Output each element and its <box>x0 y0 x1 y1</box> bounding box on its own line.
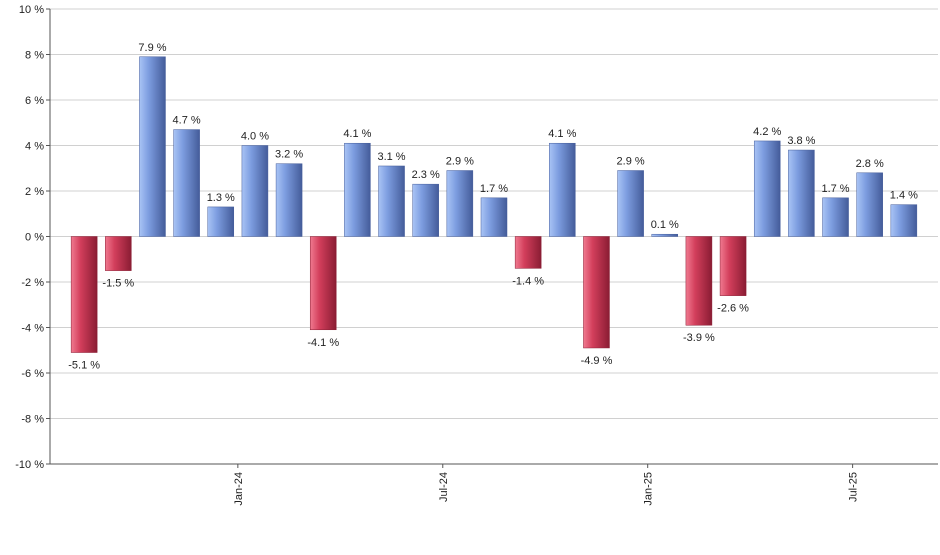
bar <box>719 236 747 296</box>
y-tick-label: 8 % <box>25 50 44 62</box>
bar <box>446 170 474 237</box>
y-tick-label: 0 % <box>25 232 44 244</box>
data-label: -5.1 % <box>68 360 100 372</box>
bar <box>549 142 576 237</box>
bar <box>412 183 439 237</box>
data-label: 2.9 % <box>617 156 645 168</box>
data-label: 4.2 % <box>753 126 781 138</box>
data-label: 1.3 % <box>207 192 235 204</box>
bar <box>309 236 337 331</box>
bar <box>207 206 235 237</box>
bar <box>241 145 269 237</box>
bars <box>70 56 918 353</box>
data-label: 3.2 % <box>275 149 303 161</box>
bar <box>753 140 781 237</box>
data-label: 0.1 % <box>651 219 679 231</box>
data-label: 4.7 % <box>173 115 201 127</box>
data-label: 1.7 % <box>821 183 849 195</box>
x-tick-label: Jan-25 <box>643 472 655 506</box>
y-tick-label: -6 % <box>21 368 44 380</box>
data-label: -4.1 % <box>307 337 339 349</box>
y-tick-label: -2 % <box>21 277 44 289</box>
y-tick-label: 2 % <box>25 186 44 198</box>
y-tick-label: 10 % <box>19 4 44 16</box>
data-label: 4.0 % <box>241 131 269 143</box>
bar <box>617 170 644 237</box>
y-tick-label: 6 % <box>25 95 44 107</box>
x-tick-label: Jul-25 <box>848 472 860 502</box>
bar <box>685 236 713 326</box>
data-label: 4.1 % <box>548 128 576 140</box>
y-tick-label: -8 % <box>21 414 44 426</box>
bar <box>70 236 98 353</box>
bar <box>788 149 815 237</box>
data-label: 3.8 % <box>787 135 815 147</box>
bar <box>890 204 918 237</box>
bar <box>856 172 883 237</box>
bar <box>139 56 166 237</box>
bar <box>480 197 508 237</box>
data-label: 3.1 % <box>377 151 405 163</box>
data-label: 2.8 % <box>856 158 884 170</box>
bar <box>344 142 371 237</box>
data-label: 4.1 % <box>343 128 371 140</box>
y-tick-label: -10 % <box>15 459 44 471</box>
axes: -10 % -8 % -6 % -4 % -2 % 0 % 2 % 4 % 6 % 8 % 10 %… <box>15 4 938 506</box>
bar <box>173 129 200 237</box>
x-tick-label: Jul-24 <box>438 472 450 502</box>
x-tick-label: Jan-24 <box>233 472 245 506</box>
data-label: 2.9 % <box>446 156 474 168</box>
bar <box>651 233 679 237</box>
bar <box>822 197 849 237</box>
bar <box>378 165 405 237</box>
bar <box>275 163 303 237</box>
data-label: 7.9 % <box>138 42 166 54</box>
data-label: 1.4 % <box>890 190 918 202</box>
bar <box>514 236 542 269</box>
data-labels: -5.1 % -1.5 % 7.9 % 4.7 % 1.3 % 4.0 % 3.2 % -4.… <box>68 42 918 372</box>
y-tick-label: -4 % <box>21 323 44 335</box>
data-label: -3.9 % <box>683 332 715 344</box>
data-label: 1.7 % <box>480 183 508 195</box>
data-label: -2.6 % <box>717 303 749 315</box>
data-label: -4.9 % <box>581 355 613 367</box>
data-label: -1.5 % <box>102 278 134 290</box>
data-label: 2.3 % <box>412 169 440 181</box>
y-tick-label: 4 % <box>25 141 44 153</box>
bar <box>583 236 610 349</box>
data-label: -1.4 % <box>512 275 544 287</box>
bar <box>105 236 132 271</box>
